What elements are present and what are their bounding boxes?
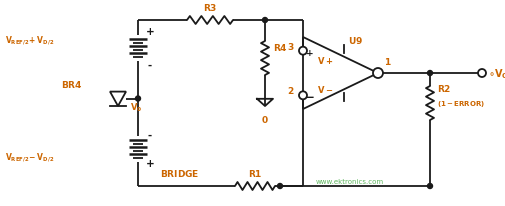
Circle shape [135,97,140,102]
Text: $\mathbf{2}$: $\mathbf{2}$ [287,85,295,96]
Circle shape [278,184,282,188]
Text: $\mathbf{R3}$: $\mathbf{R3}$ [203,2,217,13]
Text: $\mathbf{BR4}$: $\mathbf{BR4}$ [61,78,83,89]
Text: -: - [148,130,152,140]
Text: $\mathbf{1}$: $\mathbf{1}$ [384,56,391,67]
Text: $\mathbf{\circ V_{OUT}}$: $\mathbf{\circ V_{OUT}}$ [488,67,505,81]
Text: $\mathbf{V_0}$: $\mathbf{V_0}$ [130,101,142,114]
Text: +: + [145,158,155,168]
Circle shape [263,18,268,23]
Circle shape [299,47,307,55]
Text: $\mathbf{-}$: $\mathbf{-}$ [304,88,314,101]
Circle shape [373,69,383,79]
Text: $\mathbf{0}$: $\mathbf{0}$ [261,114,269,124]
Text: -: - [148,61,152,71]
Text: $\mathbf{(1-ERROR)}$: $\mathbf{(1-ERROR)}$ [437,98,485,109]
Text: $\mathbf{R4}$: $\mathbf{R4}$ [273,42,288,53]
Circle shape [478,70,486,78]
Text: $\mathbf{U9}$: $\mathbf{U9}$ [348,35,363,46]
Circle shape [299,92,307,100]
Text: $\mathbf{V+}$: $\mathbf{V+}$ [317,54,333,65]
Circle shape [428,184,432,188]
Text: $\mathbf{3}$: $\mathbf{3}$ [287,41,295,52]
Text: $\mathbf{+}$: $\mathbf{+}$ [305,47,313,57]
Text: $\mathbf{V-}$: $\mathbf{V-}$ [317,84,333,95]
Text: $\mathbf{V_{REF/2}}$$\mathbf{+\ V_{D/2}}$: $\mathbf{V_{REF/2}}$$\mathbf{+\ V_{D/2}}… [5,34,55,47]
Text: $\mathbf{V_{REF/2}}$$\mathbf{-\ V_{D/2}}$: $\mathbf{V_{REF/2}}$$\mathbf{-\ V_{D/2}}… [5,151,55,164]
Text: $\mathbf{BRIDGE}$: $\mathbf{BRIDGE}$ [160,167,199,178]
Text: $\mathbf{R2}$: $\mathbf{R2}$ [437,83,451,94]
Text: +: + [145,27,155,37]
Text: www.ektronics.com: www.ektronics.com [316,178,384,184]
Circle shape [428,71,432,76]
Text: $\mathbf{R1}$: $\mathbf{R1}$ [248,167,262,178]
